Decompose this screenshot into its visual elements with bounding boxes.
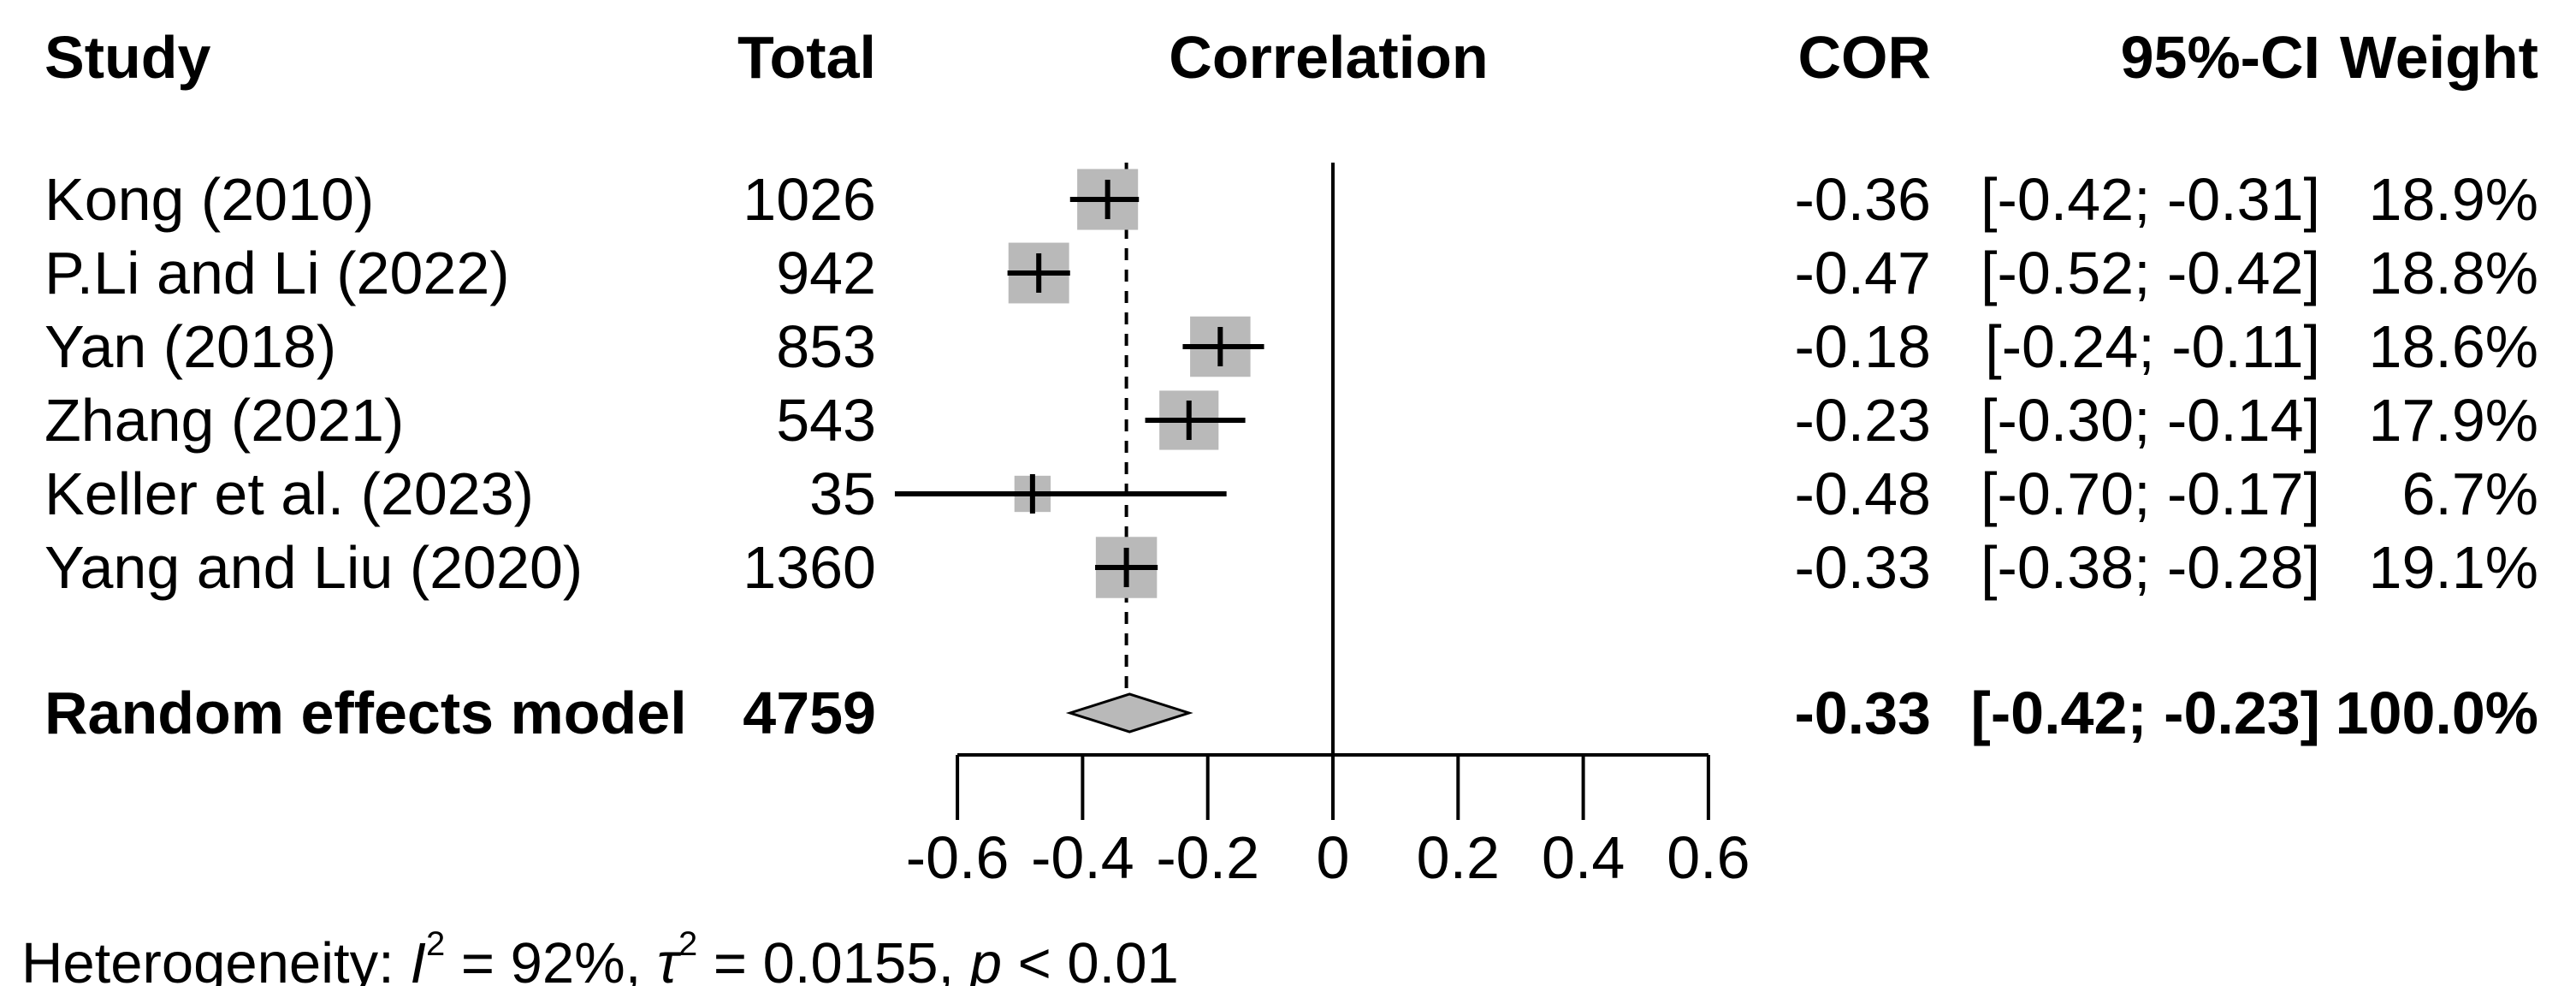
heterogeneity-text: τ <box>656 931 679 986</box>
cor-value: -0.33 <box>1794 534 1931 601</box>
ci-value: [-0.30; -0.14] <box>1981 387 2320 454</box>
weight-value: 6.7% <box>2401 460 2538 527</box>
summary-weight-value: 100.0% <box>2335 680 2538 746</box>
total-value: 942 <box>776 240 876 306</box>
ci-value: [-0.42; -0.31] <box>1981 166 2320 233</box>
x-axis-tick-label: 0.6 <box>1667 824 1750 891</box>
x-axis-tick-label: 0.2 <box>1416 824 1500 891</box>
summary-ci-value: [-0.42; -0.23] <box>1970 680 2320 746</box>
summary-total-value: 4759 <box>743 680 876 746</box>
weight-value: 18.6% <box>2368 313 2538 380</box>
weight-value: 18.8% <box>2368 240 2538 306</box>
ci-value: [-0.24; -0.11] <box>1985 313 2320 380</box>
total-value: 853 <box>776 313 876 380</box>
total-value: 543 <box>776 387 876 454</box>
x-axis-tick-label: 0.4 <box>1541 824 1626 891</box>
cor-value: -0.18 <box>1794 313 1931 380</box>
cor-value: -0.23 <box>1794 387 1931 454</box>
study-label: Yang and Liu (2020) <box>44 534 583 601</box>
column-header-weight: Weight <box>2339 24 2538 91</box>
cor-value: -0.48 <box>1794 460 1931 527</box>
x-axis-tick-label: 0 <box>1316 824 1350 891</box>
superscript-2: 2 <box>678 925 698 963</box>
x-axis-tick-label: -0.4 <box>1031 824 1134 891</box>
total-value: 1360 <box>743 534 876 601</box>
x-axis-tick-label: -0.2 <box>1156 824 1259 891</box>
summary-diamond <box>1065 692 1193 734</box>
superscript-2: 2 <box>426 925 446 963</box>
heterogeneity-text: Heterogeneity: <box>21 931 411 986</box>
weight-value: 17.9% <box>2368 387 2538 454</box>
heterogeneity-text: = 0.0155, <box>697 931 970 986</box>
study-label: P.Li and Li (2022) <box>44 240 510 306</box>
heterogeneity-text: < 0.01 <box>1002 931 1179 986</box>
ci-value: [-0.38; -0.28] <box>1981 534 2320 601</box>
cor-value: -0.36 <box>1794 166 1931 233</box>
study-label: Yan (2018) <box>44 313 337 380</box>
study-label: Keller et al. (2023) <box>44 460 534 527</box>
study-label: Kong (2010) <box>44 166 375 233</box>
study-label: Zhang (2021) <box>44 387 405 454</box>
column-header-correlation: Correlation <box>1169 24 1489 91</box>
total-value: 1026 <box>743 166 876 233</box>
weight-value: 19.1% <box>2368 534 2538 601</box>
column-header-ci: 95%-CI <box>2120 24 2320 91</box>
column-header-study: Study <box>44 24 211 91</box>
heterogeneity-text: I <box>410 931 427 986</box>
heterogeneity-text: p <box>969 931 1003 986</box>
weight-value: 18.9% <box>2368 166 2538 233</box>
column-header-cor: COR <box>1797 24 1931 91</box>
cor-value: -0.47 <box>1794 240 1931 306</box>
ci-value: [-0.52; -0.42] <box>1981 240 2320 306</box>
ci-value: [-0.70; -0.17] <box>1981 460 2320 527</box>
heterogeneity-note: Heterogeneity: I2 = 92%, τ2 = 0.0155, p … <box>21 910 1179 986</box>
summary-cor-value: -0.33 <box>1794 680 1931 746</box>
column-header-total: Total <box>737 24 876 91</box>
total-value: 35 <box>809 460 876 527</box>
heterogeneity-text: = 92%, <box>445 931 657 986</box>
x-axis-tick-label: -0.6 <box>905 824 1010 891</box>
summary-label: Random effects model <box>44 680 687 746</box>
